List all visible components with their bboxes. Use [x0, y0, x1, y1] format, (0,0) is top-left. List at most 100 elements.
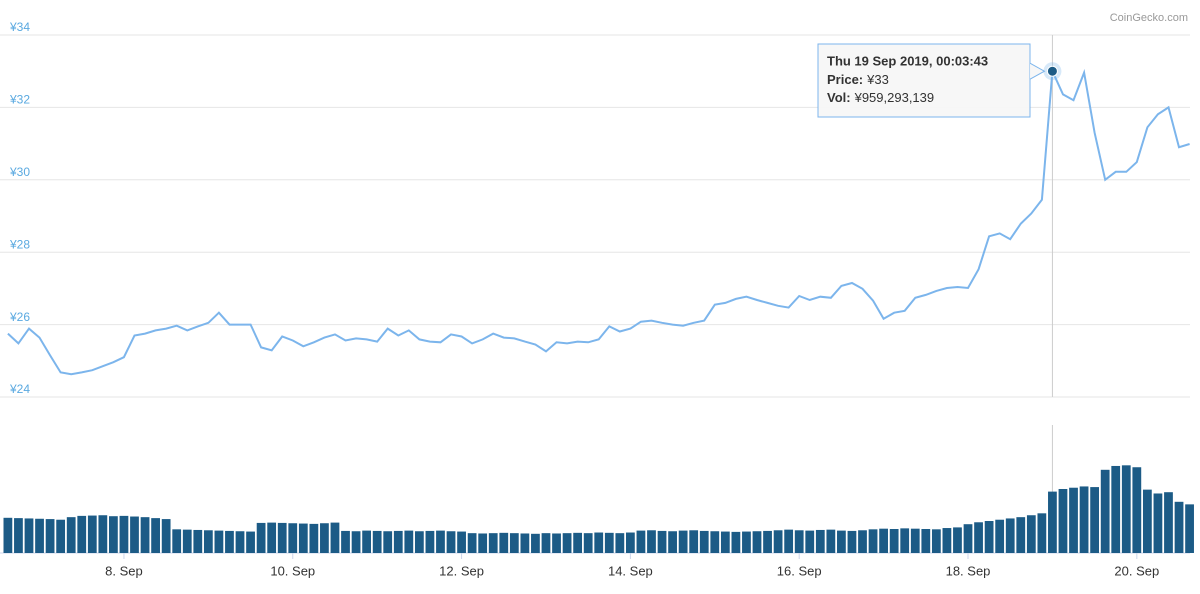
volume-bar [837, 530, 846, 553]
volume-bar [87, 515, 97, 553]
volume-bar [1132, 467, 1142, 553]
volume-bar [1121, 465, 1131, 553]
volume-bar [277, 522, 287, 553]
volume-bar [583, 533, 593, 553]
volume-bar [193, 529, 203, 553]
volume-bar [341, 530, 350, 553]
volume-bar [509, 533, 519, 553]
volume-bar [921, 529, 931, 553]
x-tick-label: 14. Sep [608, 563, 653, 578]
volume-bar [119, 515, 129, 553]
volume-bar [182, 529, 192, 553]
volume-bar [784, 529, 794, 553]
tooltip-row: Vol: ¥959,293,139 [827, 90, 934, 105]
volume-bar [594, 532, 604, 553]
volume-bar [531, 533, 540, 553]
volume-bar [393, 530, 403, 553]
volume-bar [24, 518, 34, 553]
volume-bar [699, 530, 709, 553]
hover-point [1046, 65, 1058, 77]
volume-bar [246, 531, 255, 553]
volume-bar [1174, 501, 1184, 553]
volume-bar [130, 516, 139, 553]
volume-bar [98, 515, 108, 553]
volume-bar [541, 533, 551, 553]
volume-bar [372, 530, 382, 553]
x-tick-label: 8. Sep [105, 563, 143, 578]
volume-bar [151, 518, 160, 553]
volume-bar [931, 529, 941, 553]
price-line [7, 67, 1190, 376]
x-tick-label: 16. Sep [777, 563, 822, 578]
volume-bar [309, 523, 319, 553]
volume-bar [889, 529, 899, 553]
volume-bar [1037, 513, 1047, 553]
volume-bar [66, 517, 76, 553]
volume-bar [815, 529, 825, 553]
y-tick-label: ¥34 [9, 20, 30, 34]
volume-bar [805, 530, 815, 553]
volume-bar [636, 530, 646, 553]
credit: CoinGecko.com [1110, 12, 1188, 24]
volume-bar [995, 519, 1005, 553]
volume-bar [256, 522, 266, 553]
volume-bar [35, 518, 44, 553]
tooltip-pointer [1029, 62, 1046, 80]
volume-bar [351, 531, 361, 553]
volume-bar [974, 522, 983, 553]
volume-bar [742, 531, 751, 553]
volume-bar [868, 529, 878, 553]
volume-bar [467, 533, 477, 553]
tooltip-label: Vol: [827, 90, 851, 105]
volume-bar [604, 532, 614, 553]
volume-bar [710, 531, 720, 553]
volume-bar [678, 530, 688, 553]
y-tick-label: ¥30 [9, 165, 30, 179]
volume-bar [520, 533, 530, 553]
volume-bar [109, 516, 118, 553]
y-tick-label: ¥24 [9, 382, 30, 396]
volume-bar [203, 530, 213, 553]
volume-bar [161, 519, 171, 553]
volume-bar [879, 528, 888, 553]
volume-bar [573, 532, 583, 553]
volume-bar [626, 532, 635, 553]
volume-bar [1026, 515, 1036, 553]
volume-bar [488, 533, 498, 553]
x-tick-label: 12. Sep [439, 563, 484, 578]
tooltip-title: Thu 19 Sep 2019, 00:03:43 [827, 53, 988, 68]
volume-bar [752, 531, 762, 553]
volume-bar [1185, 504, 1194, 553]
volume-bar [668, 531, 677, 553]
volume-bar [330, 522, 340, 553]
volume-bar [478, 533, 488, 553]
volume-bar [499, 532, 509, 553]
volume-bar [1164, 492, 1173, 553]
volume-bar [562, 533, 572, 553]
volume-bar [288, 523, 298, 553]
volume-bar [1079, 486, 1089, 553]
volume-bar [773, 530, 783, 553]
volume-bar [689, 530, 699, 553]
volume-bar [1111, 465, 1121, 553]
volume-bar [900, 528, 910, 553]
volume-bar [56, 519, 66, 553]
volume-bar [1058, 489, 1068, 553]
volume-bar [984, 521, 994, 553]
x-tick-label: 18. Sep [946, 563, 991, 578]
volume-bar [1142, 489, 1152, 553]
y-tick-label: ¥26 [9, 310, 30, 324]
volume-bar [225, 530, 234, 553]
tooltip-box [817, 43, 1031, 118]
volume-bar [794, 530, 804, 553]
volume-bar [45, 519, 55, 553]
volume-bar [446, 531, 456, 553]
volume-bar [1100, 469, 1110, 553]
volume-bar [214, 530, 224, 553]
volume-bar [763, 530, 772, 553]
volume-bar [404, 530, 414, 553]
volume-bar [731, 531, 741, 553]
volume-bar [910, 528, 920, 553]
volume-bar [457, 531, 466, 553]
